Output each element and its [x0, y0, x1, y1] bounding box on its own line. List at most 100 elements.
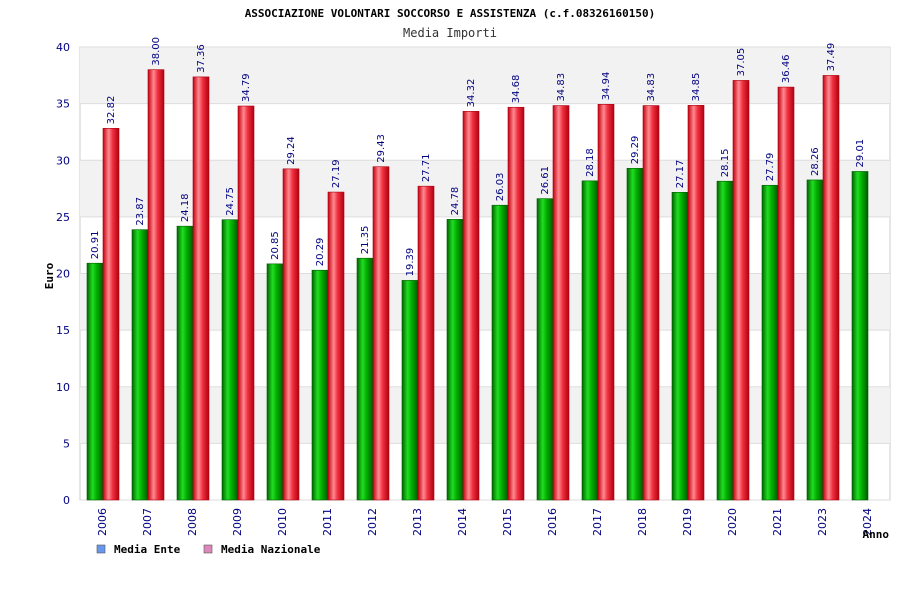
bar-media-ente — [761, 184, 779, 501]
value-label-nazionale: 34.83 — [646, 73, 657, 102]
value-label-ente: 23.87 — [135, 197, 146, 226]
value-label-ente: 24.18 — [180, 194, 191, 223]
value-label-nazionale: 32.82 — [106, 96, 117, 125]
y-tick-label: 10 — [56, 381, 70, 394]
legend: Media Ente Media Nazionale — [96, 543, 321, 556]
value-label-ente: 24.78 — [450, 187, 461, 216]
grid-lines — [80, 46, 890, 501]
y-tick-label: 25 — [56, 211, 70, 224]
bar-media-nazionale — [147, 69, 165, 501]
bar-media-ente — [806, 179, 824, 501]
bar-media-nazionale — [507, 106, 525, 501]
x-tick-label: 2008 — [186, 508, 199, 536]
value-label-ente: 29.29 — [630, 136, 641, 165]
x-tick-label: 2007 — [141, 508, 154, 536]
bar-media-ente — [851, 171, 869, 501]
bar-media-ente — [176, 225, 194, 501]
x-tick-label: 2018 — [636, 508, 649, 536]
bar-media-ente — [401, 280, 419, 501]
chart-title: ASSOCIAZIONE VOLONTARI SOCCORSO E ASSIST… — [245, 7, 656, 20]
x-tick-label: 2020 — [726, 508, 739, 536]
y-axis-ticks: 0 5 10 15 20 25 30 35 40 — [56, 41, 70, 507]
value-label-ente: 26.03 — [495, 173, 506, 202]
legend-swatch — [96, 544, 106, 554]
y-tick-label: 20 — [56, 268, 70, 281]
value-label-ente: 27.17 — [675, 160, 686, 189]
bar-media-nazionale — [462, 111, 480, 501]
value-label-nazionale: 34.68 — [511, 75, 522, 104]
y-axis-label: Euro — [43, 262, 56, 289]
value-label-nazionale: 34.94 — [601, 72, 612, 101]
value-label-nazionale: 34.83 — [556, 73, 567, 102]
x-tick-label: 2014 — [456, 508, 469, 536]
legend-label: Media Nazionale — [221, 543, 321, 556]
bar-media-nazionale — [327, 191, 345, 501]
bars — [86, 69, 869, 501]
bar-media-ente — [221, 219, 239, 501]
value-label-nazionale: 29.24 — [286, 136, 297, 165]
bar-media-ente — [716, 180, 734, 501]
grid-band — [80, 47, 890, 104]
y-tick-label: 35 — [56, 98, 70, 111]
bar-media-ente — [266, 263, 284, 501]
x-tick-label: 2010 — [276, 508, 289, 536]
x-tick-label: 2024 — [861, 508, 874, 536]
bar-media-nazionale — [192, 76, 210, 501]
value-label-ente: 24.75 — [225, 187, 236, 216]
x-tick-label: 2011 — [321, 508, 334, 536]
bar-media-ente — [86, 262, 104, 501]
grid-band — [80, 386, 890, 444]
bar-media-nazionale — [642, 105, 660, 501]
bar-media-nazionale — [597, 104, 615, 501]
value-label-ente: 19.39 — [405, 248, 416, 277]
y-tick-label: 40 — [56, 41, 70, 54]
value-label-nazionale: 37.36 — [196, 44, 207, 73]
grid-band — [80, 273, 890, 331]
x-tick-label: 2012 — [366, 508, 379, 536]
x-tick-label: 2023 — [816, 508, 829, 536]
x-tick-label: 2015 — [501, 508, 514, 536]
bar-media-ente — [131, 229, 149, 501]
value-label-ente: 28.15 — [720, 149, 731, 178]
grid-band — [80, 160, 890, 217]
y-tick-label: 30 — [56, 154, 70, 167]
bar-media-ente — [356, 257, 374, 501]
x-tick-label: 2013 — [411, 508, 424, 536]
legend-swatch — [203, 544, 213, 554]
bar-media-ente — [536, 198, 554, 501]
x-tick-label: 2017 — [591, 508, 604, 536]
value-label-nazionale: 37.49 — [826, 43, 837, 72]
value-label-nazionale: 34.79 — [241, 73, 252, 102]
value-label-nazionale: 34.32 — [466, 79, 477, 108]
x-tick-label: 2009 — [231, 508, 244, 536]
bar-media-nazionale — [102, 128, 120, 501]
x-tick-label: 2016 — [546, 508, 559, 536]
bar-media-ente — [491, 204, 509, 501]
x-tick-label: 2019 — [681, 508, 694, 536]
value-label-ente: 28.18 — [585, 148, 596, 177]
value-label-ente: 20.85 — [270, 231, 281, 260]
bar-media-nazionale — [822, 75, 840, 501]
value-label-nazionale: 27.71 — [421, 154, 432, 183]
value-label-nazionale: 27.19 — [331, 159, 342, 188]
bar-media-nazionale — [417, 185, 435, 501]
value-label-nazionale: 37.05 — [736, 48, 747, 77]
bar-media-nazionale — [687, 105, 705, 501]
bar-media-ente — [311, 269, 329, 501]
bar-media-nazionale — [777, 86, 795, 501]
value-label-ente: 21.35 — [360, 226, 371, 255]
value-label-nazionale: 36.46 — [781, 54, 792, 83]
value-label-ente: 27.79 — [765, 153, 776, 182]
x-axis-ticks: 2006 2007 2008 2009 2010 2011 2012 2013 2014 2015… — [96, 508, 874, 536]
y-tick-label: 15 — [56, 324, 70, 337]
bar-media-ente — [446, 219, 464, 501]
bar-media-nazionale — [282, 168, 300, 501]
legend-label: Media Ente — [114, 543, 181, 556]
value-label-nazionale: 29.43 — [376, 134, 387, 163]
value-label-ente: 28.26 — [810, 147, 821, 176]
x-tick-label: 2021 — [771, 508, 784, 536]
chart-subtitle: Media Importi — [403, 26, 497, 40]
bar-media-ente — [581, 180, 599, 501]
value-label-ente: 26.61 — [540, 166, 551, 195]
y-tick-label: 5 — [63, 437, 70, 450]
